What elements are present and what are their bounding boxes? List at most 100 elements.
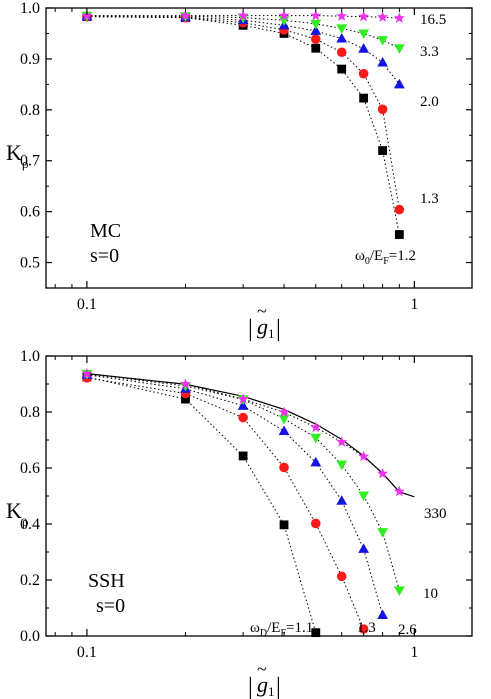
ytick-label: 0.8	[20, 404, 40, 421]
series-line-1.3	[86, 16, 400, 210]
point-1.2-4	[311, 43, 321, 53]
ytick-label: 1.0	[20, 0, 40, 17]
point-10-4	[310, 433, 322, 444]
point-10-6	[358, 491, 370, 502]
plot-frame	[45, 7, 473, 289]
ytick-label: 0.2	[20, 572, 40, 589]
point-330-4	[310, 421, 322, 433]
point-2.0-4	[310, 25, 322, 35]
point-330-5	[336, 436, 348, 447]
plot-frame	[45, 355, 473, 637]
series-label-1.3: 1.3	[357, 620, 376, 636]
panel-ssh: 0.0 0.2 0.4 0.6 0.8 1.0 0.1 1 K ρ | g ~ 1 | SSH…	[6, 348, 473, 699]
point-3.3-8	[393, 44, 405, 54]
point-3.3-7	[377, 36, 389, 46]
ylabel-sub: ρ	[22, 156, 29, 171]
panel-mc: 0.50.60.70.80.91.00.1 1 K ρ | g ~ 1 | MC …	[6, 0, 473, 342]
point-3.3-4	[310, 19, 322, 30]
reference-curve	[86, 373, 415, 498]
markers-layer	[81, 9, 405, 239]
ytick-label: 0.5	[20, 255, 40, 272]
series-label-3.3: 3.3	[420, 44, 439, 60]
point-16.5-5	[336, 10, 348, 21]
ytick-label: 0.4	[20, 516, 40, 533]
point-1.3-5	[336, 47, 347, 58]
point-330-7	[377, 467, 389, 479]
ytick-label: 0.6	[20, 460, 40, 477]
point-2.0-7	[377, 56, 389, 67]
xlabel-g: g	[257, 314, 268, 339]
ytick-label: 0.9	[20, 51, 40, 68]
point-2.6-2	[237, 400, 249, 410]
point-330-1	[179, 378, 191, 389]
ytick-label: 1.0	[20, 348, 40, 365]
point-330-3	[278, 406, 290, 417]
point-10-5	[336, 460, 348, 471]
point-16.5-7	[377, 11, 389, 22]
point-10-3	[278, 414, 290, 425]
point-3.3-6	[358, 29, 370, 40]
series-line-1.3	[86, 377, 365, 630]
xlabel-g: g	[257, 672, 268, 697]
series-label-330: 330	[424, 506, 447, 522]
point-16.5-2	[237, 9, 249, 21]
point-1.3-3	[279, 462, 289, 473]
point-3.3-5	[336, 24, 348, 34]
ylabel-main: K	[6, 498, 22, 523]
series-label-2.0: 2.0	[420, 94, 439, 110]
series-line-330	[86, 373, 400, 492]
xlabel-tilde: ~	[257, 301, 267, 321]
point-1.3-6	[358, 624, 369, 634]
point-1.3-5	[336, 571, 347, 582]
series-label-16.5: 16.5	[420, 12, 446, 28]
point-1.3-6	[358, 68, 369, 79]
point-16.5-1	[179, 9, 191, 21]
point-2.6-3	[278, 425, 290, 436]
point-16.5-6	[358, 10, 370, 22]
series-label-10: 10	[423, 586, 438, 602]
point-2.6-7	[377, 609, 389, 619]
point-1.2-7	[378, 146, 388, 155]
point-2.6-4	[310, 456, 322, 467]
param-label: ω0/EF=1.2	[355, 248, 416, 267]
s-label: s=0	[96, 595, 125, 617]
series-label-2.6: 2.6	[398, 622, 417, 638]
ticks-layer: 0.0 0.2 0.4 0.6 0.8 1.0 0.1 1	[20, 348, 472, 661]
point-1.3-4	[310, 518, 321, 529]
param-label: ωD/EF=1.1	[250, 620, 313, 639]
point-1.2-5	[337, 64, 347, 74]
ticks-layer: 0.5 0.6 0.7 0.8 0.9 1.0 0.1 1	[20, 0, 472, 313]
series-label-1.3: 1.3	[420, 191, 439, 207]
point-1.1-3	[279, 520, 289, 530]
curves-layer	[86, 15, 400, 235]
point-330-8	[393, 485, 405, 497]
xlabel-bar: |	[276, 674, 281, 699]
point-16.5-3	[278, 9, 290, 21]
xtick-label: 1	[410, 644, 418, 661]
point-330-6	[358, 450, 370, 462]
point-1.1-2	[238, 451, 248, 461]
point-2.0-5	[336, 32, 348, 43]
ytick-label: 0.0	[20, 628, 40, 645]
xlabel-sub: 1	[268, 684, 275, 699]
model-label: MC	[90, 220, 121, 242]
point-2.6-5	[336, 495, 348, 505]
model-label: SSH	[88, 570, 125, 592]
markers-layer	[81, 367, 405, 638]
point-1.3-4	[310, 34, 321, 44]
xlabel-main: |	[248, 674, 253, 699]
point-2.0-8	[393, 78, 405, 89]
series-line-1.2	[86, 16, 400, 235]
point-1.1-1	[181, 394, 190, 404]
xtick-label: 0.1	[77, 644, 97, 661]
xlabel-main: |	[248, 316, 253, 342]
point-1.2-8	[394, 230, 404, 239]
point-16.5-8	[393, 12, 405, 23]
point-16.5-0	[81, 9, 93, 21]
ylabel-main: K	[6, 140, 22, 165]
point-2.0-6	[358, 43, 370, 53]
point-1.3-7	[377, 104, 388, 115]
point-2.6-6	[358, 543, 370, 553]
xtick-label: 1	[410, 296, 418, 313]
s-label: s=0	[90, 245, 119, 267]
